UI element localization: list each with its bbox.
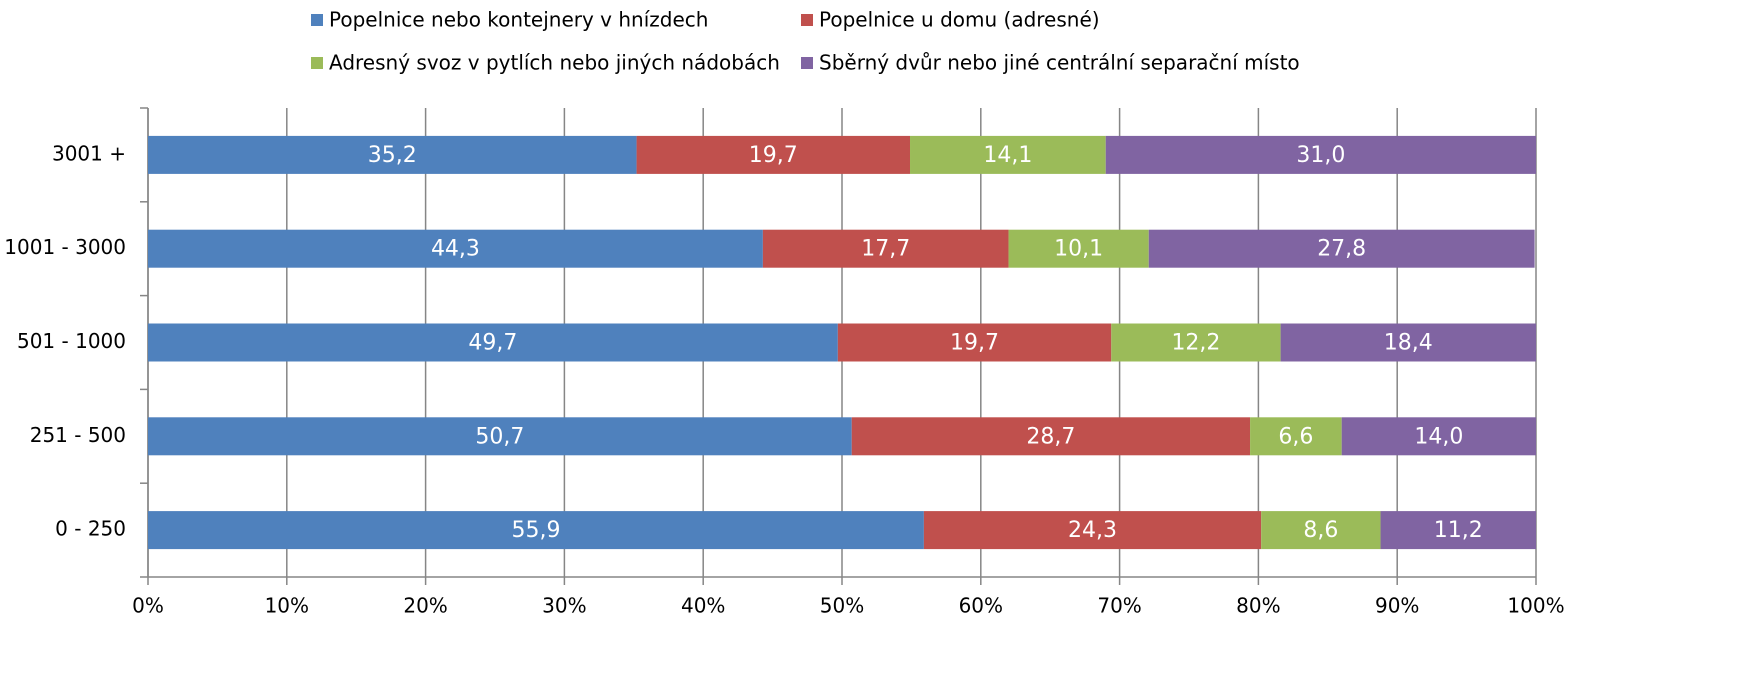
y-tick-label: 0 - 250 bbox=[55, 517, 126, 541]
bar-segment bbox=[1261, 511, 1381, 550]
value-label: 12,2 bbox=[1171, 331, 1220, 356]
bar-segment bbox=[1280, 323, 1536, 362]
x-tick-label: 10% bbox=[265, 594, 309, 618]
value-label: 17,7 bbox=[861, 237, 910, 262]
y-tick-label: 3001 + bbox=[52, 141, 126, 165]
bar-segment bbox=[1341, 417, 1536, 456]
bar-segment bbox=[1008, 229, 1149, 268]
bar-segment bbox=[923, 511, 1262, 550]
value-label: 50,7 bbox=[475, 424, 524, 449]
x-tick-label: 80% bbox=[1236, 594, 1280, 618]
x-tick-label: 0% bbox=[132, 594, 164, 618]
legend-label: Adresný svoz v pytlích nebo jiných nádob… bbox=[329, 51, 780, 75]
value-label: 44,3 bbox=[431, 237, 480, 262]
bar-segment bbox=[148, 323, 838, 362]
bar-segment bbox=[910, 135, 1106, 174]
bar-segment bbox=[1105, 135, 1536, 174]
bar-segment bbox=[837, 323, 1112, 362]
x-tick-label: 70% bbox=[1097, 594, 1141, 618]
value-label: 35,2 bbox=[368, 143, 417, 168]
value-label: 10,1 bbox=[1054, 237, 1103, 262]
bar-segment bbox=[851, 417, 1251, 456]
legend-label: Popelnice nebo kontejnery v hnízdech bbox=[329, 8, 708, 32]
legend-label: Popelnice u domu (adresné) bbox=[819, 8, 1100, 32]
legend-swatch bbox=[801, 57, 813, 69]
x-tick-label: 50% bbox=[820, 594, 864, 618]
x-tick-label: 60% bbox=[959, 594, 1003, 618]
value-label: 19,7 bbox=[749, 143, 798, 168]
bar-segment bbox=[1148, 229, 1535, 268]
value-label: 18,4 bbox=[1384, 331, 1433, 356]
value-label: 27,8 bbox=[1317, 237, 1366, 262]
x-tick-label: 40% bbox=[681, 594, 725, 618]
value-label: 14,1 bbox=[983, 143, 1032, 168]
legend-swatch bbox=[311, 57, 323, 69]
y-tick-label: 251 - 500 bbox=[30, 423, 126, 447]
value-label: 28,7 bbox=[1026, 424, 1075, 449]
value-label: 49,7 bbox=[468, 331, 517, 356]
bar-segment bbox=[148, 511, 924, 550]
value-label: 14,0 bbox=[1414, 424, 1463, 449]
x-tick-label: 90% bbox=[1375, 594, 1419, 618]
x-tick-label: 100% bbox=[1507, 594, 1564, 618]
bar-segment bbox=[762, 229, 1009, 268]
bar-segment bbox=[148, 417, 852, 456]
value-label: 55,9 bbox=[511, 518, 560, 543]
bar-segment bbox=[1250, 417, 1342, 456]
bar-segment bbox=[1380, 511, 1536, 550]
bar-segment bbox=[1111, 323, 1281, 362]
y-tick-label: 1001 - 3000 bbox=[4, 235, 126, 259]
x-tick-label: 30% bbox=[542, 594, 586, 618]
legend-swatch bbox=[311, 14, 323, 26]
value-label: 11,2 bbox=[1434, 518, 1483, 543]
bar-segment bbox=[148, 229, 763, 268]
bar-segment bbox=[148, 135, 637, 174]
value-label: 6,6 bbox=[1278, 424, 1313, 449]
value-label: 19,7 bbox=[950, 331, 999, 356]
value-label: 24,3 bbox=[1068, 518, 1117, 543]
legend-label: Sběrný dvůr nebo jiné centrální separačn… bbox=[819, 51, 1300, 75]
value-label: 31,0 bbox=[1296, 143, 1345, 168]
bar-segment bbox=[636, 135, 911, 174]
legend-swatch bbox=[801, 14, 813, 26]
y-tick-label: 501 - 1000 bbox=[17, 329, 126, 353]
x-tick-label: 20% bbox=[403, 594, 447, 618]
value-label: 8,6 bbox=[1303, 518, 1338, 543]
